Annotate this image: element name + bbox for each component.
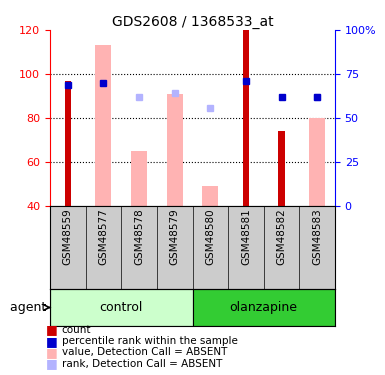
Text: ■: ■ [46,357,58,370]
Text: percentile rank within the sample: percentile rank within the sample [62,336,238,346]
Text: GSM48580: GSM48580 [205,209,215,266]
Title: GDS2608 / 1368533_at: GDS2608 / 1368533_at [112,15,273,29]
Bar [202,186,218,206]
Text: GSM48583: GSM48583 [312,209,322,266]
Text: olanzapine: olanzapine [230,301,298,314]
Text: control: control [100,301,143,314]
Text: value, Detection Call = ABSENT: value, Detection Call = ABSENT [62,348,227,357]
Text: agent: agent [10,301,50,314]
Bar [278,131,285,206]
Bar [50,289,192,326]
Text: rank, Detection Call = ABSENT: rank, Detection Call = ABSENT [62,359,222,369]
Bar [243,30,249,206]
Bar [192,289,335,326]
Bar [131,151,147,206]
Text: ■: ■ [46,346,58,359]
Text: ■: ■ [46,324,58,336]
Text: count: count [62,325,91,335]
Text: GSM48582: GSM48582 [276,209,286,266]
Text: GSM48578: GSM48578 [134,209,144,266]
Bar [167,94,183,206]
Bar [309,118,325,206]
Text: ■: ■ [46,335,58,348]
Bar [65,81,71,206]
Text: GSM48581: GSM48581 [241,209,251,266]
Bar [95,45,112,206]
Text: GSM48579: GSM48579 [170,209,180,266]
Text: GSM48559: GSM48559 [63,209,73,266]
Text: GSM48577: GSM48577 [99,209,109,266]
